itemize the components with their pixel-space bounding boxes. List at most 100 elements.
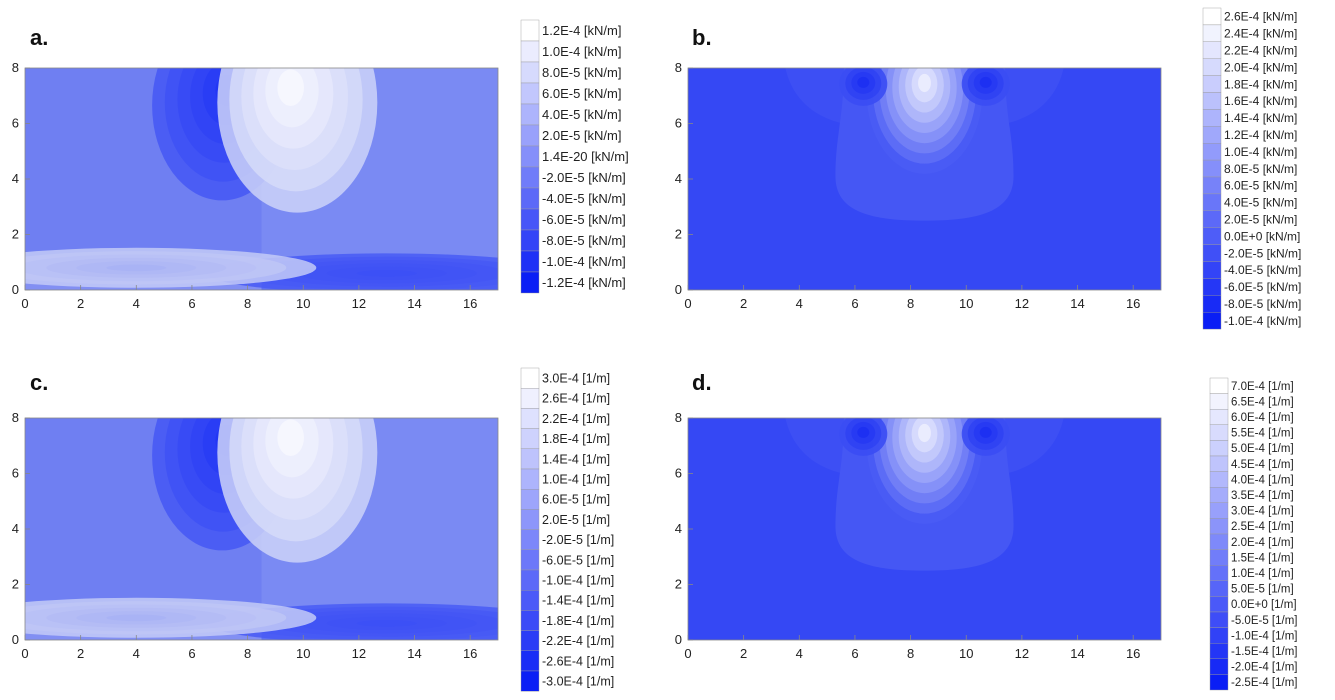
legend-label: -2.2E-4 [1/m] [542,634,614,648]
x-tick-label: 8 [907,296,914,311]
x-tick-label: 6 [851,296,858,311]
legend-label: 2.0E-5 [1/m] [542,513,610,527]
x-tick-label: 14 [407,296,421,311]
legend-label: 1.2E-4 [kN/m] [1224,128,1297,142]
legend-label: 6.0E-4 [1/m] [1231,412,1294,424]
x-tick-label: 16 [1126,646,1140,661]
y-tick-label: 4 [12,521,19,536]
y-tick-label: 4 [675,171,682,186]
legend-swatch [1209,549,1229,566]
legend-label: -1.2E-4 [kN/m] [542,275,626,290]
y-tick-label: 2 [12,227,19,242]
x-tick-label: 10 [959,646,973,661]
legend-swatch [1209,455,1229,472]
legend-label: 7.0E-4 [1/m] [1231,381,1294,393]
legend-label: 3.0E-4 [1/m] [542,371,610,385]
contour-level-0-1 [918,73,931,93]
legend-label: 4.0E-4 [1/m] [1231,474,1294,486]
x-tick-label: 10 [296,646,310,661]
x-tick-label: 4 [133,296,140,311]
contour-field [688,418,1161,640]
legend-swatch [1209,533,1229,550]
x-tick-label: 6 [188,646,195,661]
y-tick-label: 0 [675,282,682,297]
x-tick-label: 0 [684,646,691,661]
x-tick-label: 8 [244,296,251,311]
legend-swatch [1209,627,1229,644]
legend-label: 1.0E-4 [1/m] [1231,568,1294,580]
x-tick-label: 12 [352,646,366,661]
y-tick-label: 6 [675,116,682,131]
contour-level-2-1 [979,426,992,438]
y-tick-label: 4 [675,521,682,536]
legend-label: 1.5E-4 [1/m] [1231,552,1294,564]
y-tick-label: 6 [12,466,19,481]
legend-label: 1.0E-4 [1/m] [542,472,610,486]
x-tick-label: 2 [740,646,747,661]
y-tick-label: 6 [675,466,682,481]
legend-label: 6.0E-5 [kN/m] [1224,179,1297,193]
legend-label: 2.2E-4 [kN/m] [1224,43,1297,57]
x-tick-label: 0 [21,296,28,311]
legend-label: 1.4E-4 [kN/m] [1224,111,1297,125]
y-tick-label: 6 [12,116,19,131]
legend-swatch [1209,565,1229,582]
legend-swatch [1209,502,1229,519]
x-tick-label: 16 [463,296,477,311]
legend-swatch [520,271,540,294]
contour-field [25,68,498,290]
legend-label: -2.5E-4 [1/m] [1231,677,1297,689]
legend-label: -2.0E-5 [1/m] [542,533,614,547]
legend-label: 5.5E-4 [1/m] [1231,428,1294,440]
contour-level-1-1 [857,76,870,88]
x-tick-label: 4 [796,296,803,311]
legend-label: 5.0E-5 [1/m] [1231,584,1294,596]
legend-label: 1.4E-20 [kN/m] [542,149,629,164]
legend-label: 2.4E-4 [kN/m] [1224,27,1297,41]
panel-label-a: a. [30,25,49,50]
legend-label: -1.0E-4 [kN/m] [1224,314,1301,328]
panel-label-b: b. [692,25,712,50]
x-tick-label: 12 [1015,646,1029,661]
legend-label: 2.6E-4 [kN/m] [1224,10,1297,24]
legend-swatch [1209,487,1229,504]
y-tick-label: 2 [675,577,682,592]
contour-level-1-1 [277,69,304,106]
x-tick-label: 16 [463,646,477,661]
contour-field [688,68,1161,290]
legend-label: 5.0E-4 [1/m] [1231,443,1294,455]
legend-label: 2.5E-4 [1/m] [1231,521,1294,533]
x-tick-label: 14 [1070,646,1084,661]
legend-label: -1.4E-4 [1/m] [542,594,614,608]
legend-swatch [1202,312,1222,330]
legend-swatch [1209,424,1229,441]
legend-label: 4.5E-4 [1/m] [1231,459,1294,471]
legend-label: -4.0E-5 [kN/m] [1224,263,1301,277]
x-tick-label: 8 [907,646,914,661]
x-tick-label: 6 [851,646,858,661]
x-tick-label: 6 [188,296,195,311]
legend-label: 1.2E-4 [kN/m] [542,23,621,38]
legend-label: 1.8E-4 [1/m] [542,432,610,446]
legend-label: 2.0E-5 [kN/m] [1224,212,1297,226]
contour-level-3-1 [106,264,167,272]
legend-label: 0.0E+0 [1/m] [1231,599,1297,611]
x-tick-label: 12 [352,296,366,311]
y-tick-label: 0 [12,282,19,297]
legend-swatch [1209,611,1229,628]
legend-swatch [1209,580,1229,597]
y-tick-label: 8 [675,60,682,75]
y-tick-label: 2 [12,577,19,592]
legend-label: -2.0E-5 [kN/m] [1224,246,1301,260]
legend-swatch [1209,518,1229,535]
legend-label: 2.0E-4 [kN/m] [1224,60,1297,74]
legend-swatch [520,670,540,692]
legend-swatch [1209,471,1229,488]
x-tick-label: 14 [407,646,421,661]
y-tick-label: 4 [12,171,19,186]
legend-label: -2.6E-4 [1/m] [542,654,614,668]
legend-swatch [1209,393,1229,410]
legend-label: 6.0E-5 [kN/m] [542,86,621,101]
